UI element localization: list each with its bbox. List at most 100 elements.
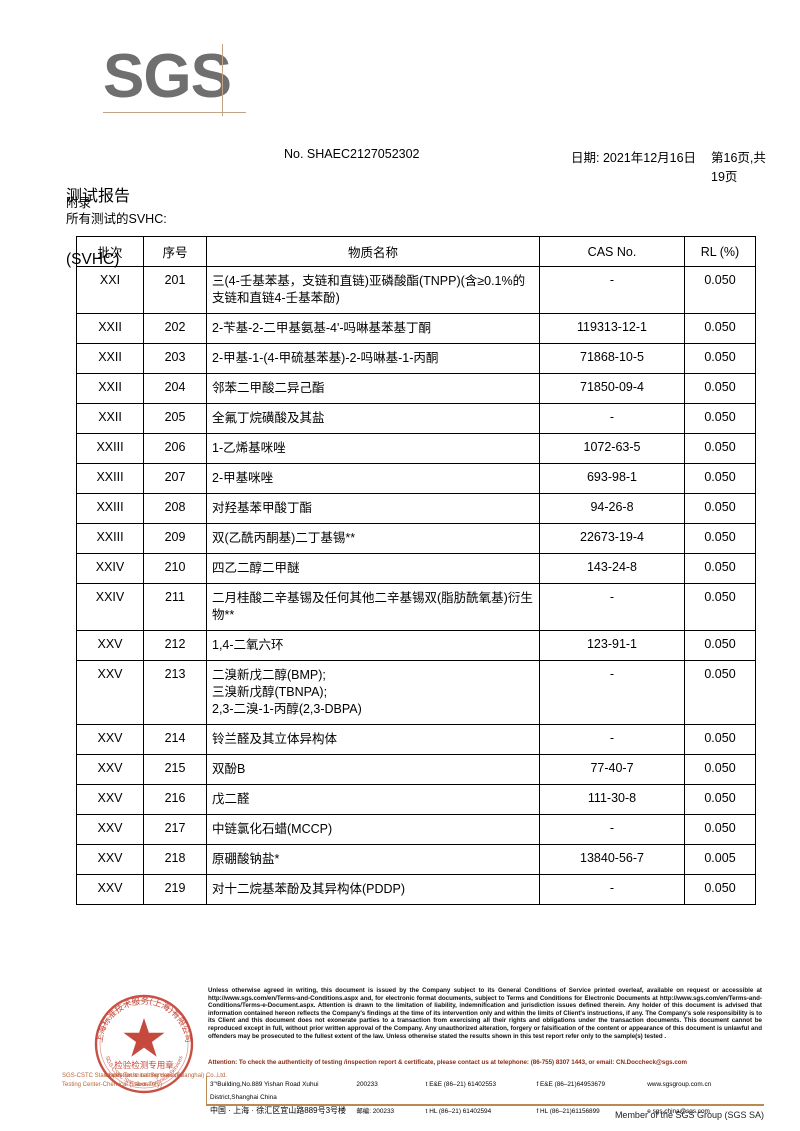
postcode-cn: 邮编: 200233 [356, 1108, 395, 1115]
cell-sequence: 217 [143, 814, 207, 845]
table-row: XXI 201 三(4-壬基苯基，支链和直链)亚磷酸酯(TNPP)(含≥0.1%的支… [76, 266, 756, 314]
cell-sequence: 212 [143, 630, 207, 661]
report-title-line1: 测试报告 [66, 188, 131, 205]
column-header-batch: 批次 [76, 236, 144, 267]
cell-sequence: 202 [143, 313, 207, 344]
member-of-sgs-group: Member of the SGS Group (SGS SA) [614, 1110, 764, 1120]
cell-rl: 0.050 [684, 523, 756, 554]
svhc-table: 批次 序号 物质名称 CAS No. RL (%) XXI 201 三(4-壬基苯基… [76, 236, 756, 905]
cell-batch: XXV [76, 630, 144, 661]
postcode-en: 200233 [356, 1081, 378, 1088]
cell-batch: XXII [76, 343, 144, 374]
cell-substance-name: 2-甲基咪唑 [206, 463, 540, 494]
cell-batch: XXIII [76, 433, 144, 464]
cell-rl: 0.050 [684, 660, 756, 725]
document-number: No. SHAEC2127052302 [284, 147, 420, 161]
cell-substance-name: 邻苯二甲酸二异己酯 [206, 373, 540, 404]
cell-substance-name: 双酚B [206, 754, 540, 785]
cell-batch: XXIV [76, 553, 144, 584]
cell-sequence: 215 [143, 754, 207, 785]
table-row: XXII 203 2-甲基-1-(4-甲硫基苯基)-2-吗啉基-1-丙酮 71868-… [76, 343, 756, 374]
cell-sequence: 203 [143, 343, 207, 374]
email-link[interactable]: e sgs.china@sgs.com [647, 1108, 710, 1115]
inspection-seal-stamp: 上海标准技术服务(上海)有限公司 SGS-CSTC Standards Tech… [88, 988, 200, 1100]
cell-sequence: 208 [143, 493, 207, 524]
cell-batch: XXIII [76, 463, 144, 494]
cell-cas-no: 123-91-1 [539, 630, 685, 661]
cell-rl: 0.005 [684, 844, 756, 875]
cell-substance-name: 二月桂酸二辛基锡及任何其他二辛基锡双(脂肪酰氧基)衍生物** [206, 583, 540, 631]
cell-cas-no: 94-26-8 [539, 493, 685, 524]
table-row: XXIII 206 1-乙烯基咪唑 1072-63-5 0.050 [76, 433, 756, 464]
cell-rl: 0.050 [684, 403, 756, 434]
table-row: XXIII 209 双(乙酰丙酮基)二丁基锡** 22673-19-4 0.050 [76, 523, 756, 554]
table-row: XXV 215 双酚B 77-40-7 0.050 [76, 754, 756, 785]
cell-cas-no: - [539, 814, 685, 845]
table-row: XXV 214 铃兰醛及其立体异构体 -0.050 [76, 724, 756, 755]
cell-rl: 0.050 [684, 433, 756, 464]
seal-caption: SGS-CSTC Standards Technical Services (S… [62, 1073, 227, 1088]
cell-rl: 0.050 [684, 784, 756, 815]
cell-rl: 0.050 [684, 343, 756, 374]
cell-rl: 0.050 [684, 583, 756, 631]
logo-vertical-rule [222, 44, 223, 116]
cell-rl: 0.050 [684, 754, 756, 785]
cell-cas-no: - [539, 724, 685, 755]
phone-cn-2: f HL (86–21)61156899 [536, 1108, 600, 1115]
phone-cn-1: t HL (86–21) 61402594 [425, 1108, 492, 1115]
cell-cas-no: 77-40-7 [539, 754, 685, 785]
cell-batch: XXV [76, 784, 144, 815]
cell-substance-name: 1-乙烯基咪唑 [206, 433, 540, 464]
cell-sequence: 219 [143, 874, 207, 905]
cell-batch: XXV [76, 844, 144, 875]
cell-substance-name: 全氟丁烷磺酸及其盐 [206, 403, 540, 434]
table-row: XXV 216 戊二醛 111-30-8 0.050 [76, 784, 756, 815]
cell-cas-no: - [539, 660, 685, 725]
cell-batch: XXII [76, 373, 144, 404]
website-link[interactable]: www.sgsgroup.com.cn [647, 1081, 712, 1088]
cell-sequence: 205 [143, 403, 207, 434]
cell-batch: XXV [76, 724, 144, 755]
cell-batch: XXIII [76, 523, 144, 554]
footer-address-row-en: 3"ᵗBuilding,No.889 Yishan Road Xuhui Dis… [210, 1078, 766, 1104]
footer-divider [206, 1076, 207, 1104]
address-en: 3"ᵗBuilding,No.889 Yishan Road Xuhui Dis… [210, 1081, 319, 1101]
footer-attention-notice: Attention: To check the authenticity of … [208, 1059, 688, 1066]
all-tested-svhc-label: 所有测试的SVHC: [66, 212, 167, 226]
cell-sequence: 204 [143, 373, 207, 404]
footer-address-block: 3"ᵗBuilding,No.889 Yishan Road Xuhui Dis… [210, 1078, 766, 1118]
phone-en-2: f E&E (86–21)64953679 [536, 1081, 606, 1088]
table-row: XXII 202 2-苄基-2-二甲基氨基-4'-吗啉基苯基丁酮 119313-12-… [76, 313, 756, 344]
cell-rl: 0.050 [684, 724, 756, 755]
cell-cas-no: 111-30-8 [539, 784, 685, 815]
cell-substance-name: 铃兰醛及其立体异构体 [206, 724, 540, 755]
cell-sequence: 209 [143, 523, 207, 554]
column-header-rl: RL (%) [684, 236, 756, 267]
cell-substance-name: 二溴新戊二醇(BMP); 三溴新戊醇(TBNPA); 2,3-二溴-1-丙醇(2… [206, 660, 540, 725]
table-row: XXV 218 原硼酸钠盐* 13840-56-7 0.005 [76, 844, 756, 875]
table-row: XXIV 211 二月桂酸二辛基锡及任何其他二辛基锡双(脂肪酰氧基)衍生物** -0.… [76, 583, 756, 631]
cell-rl: 0.050 [684, 630, 756, 661]
footer-rule [206, 1104, 764, 1106]
cell-substance-name: 戊二醛 [206, 784, 540, 815]
cell-batch: XXV [76, 874, 144, 905]
table-row: XXIV 210 四乙二醇二甲醚 143-24-8 0.050 [76, 553, 756, 584]
cell-sequence: 211 [143, 583, 207, 631]
svg-text:检验检测专用章: 检验检测专用章 [114, 1060, 174, 1071]
cell-cas-no: - [539, 583, 685, 631]
cell-rl: 0.050 [684, 266, 756, 314]
cell-rl: 0.050 [684, 463, 756, 494]
page-number: 第16页,共19页 [711, 151, 766, 184]
cell-batch: XXI [76, 266, 144, 314]
cell-substance-name: 对十二烷基苯酚及其异构体(PDDP) [206, 874, 540, 905]
cell-cas-no: - [539, 266, 685, 314]
cell-batch: XXV [76, 660, 144, 725]
cell-rl: 0.050 [684, 313, 756, 344]
address-cn: 中国 · 上海 · 徐汇区宜山路889号3号楼 [210, 1106, 347, 1115]
cell-substance-name: 2-甲基-1-(4-甲硫基苯基)-2-吗啉基-1-丙酮 [206, 343, 540, 374]
cell-batch: XXII [76, 403, 144, 434]
cell-cas-no: 22673-19-4 [539, 523, 685, 554]
cell-sequence: 218 [143, 844, 207, 875]
cell-cas-no: - [539, 874, 685, 905]
cell-cas-no: 1072-63-5 [539, 433, 685, 464]
